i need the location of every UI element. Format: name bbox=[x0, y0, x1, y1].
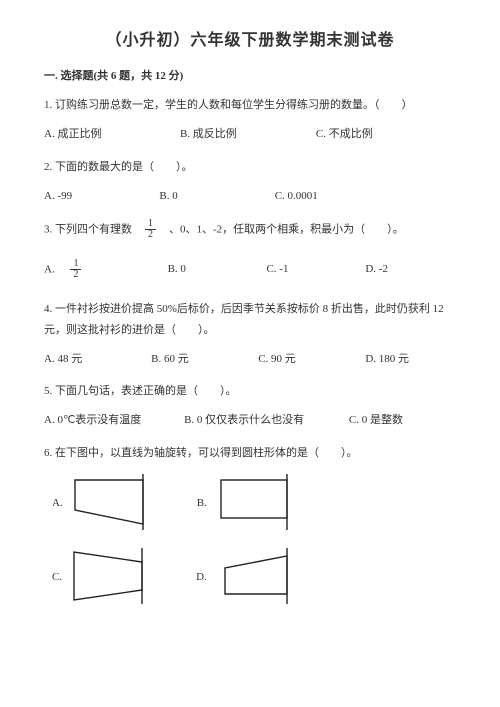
q4-opt-b: B. 60 元 bbox=[151, 349, 258, 370]
q6-shapes-row2: C. D. bbox=[52, 548, 456, 604]
q6-label-d: D. bbox=[196, 569, 207, 587]
q3-pre: 3. 下列四个有理数 bbox=[44, 223, 143, 235]
q4-text: 4. 一件衬衫按进价提高 50%后标价，后因季节关系按标价 8 折出售，此时仍获… bbox=[44, 299, 456, 341]
question-2: 2. 下面的数最大的是（ ）。 A. -99 B. 0 C. 0.0001 bbox=[44, 157, 456, 207]
trapezoid-a-icon bbox=[67, 474, 157, 530]
q2-options: A. -99 B. 0 C. 0.0001 bbox=[44, 186, 456, 207]
q4-options: A. 48 元 B. 60 元 C. 90 元 D. 180 元 bbox=[44, 349, 456, 370]
q2-opt-a: A. -99 bbox=[44, 186, 159, 207]
trapezoid-d-icon bbox=[211, 548, 301, 604]
q3-opt-c: C. -1 bbox=[266, 259, 365, 281]
q1-opt-b: B. 成反比例 bbox=[180, 124, 316, 145]
question-6: 6. 在下图中，以直线为轴旋转，可以得到圆柱形体的是（ ）。 bbox=[44, 443, 456, 464]
q3-frac-den: 2 bbox=[145, 230, 156, 241]
q6-label-c: C. bbox=[52, 569, 62, 587]
q3-opt-a: A. 12 bbox=[44, 259, 168, 281]
q6-label-b: B. bbox=[197, 495, 207, 513]
q4-opt-d: D. 180 元 bbox=[365, 349, 456, 370]
q3-a-pre: A. bbox=[44, 263, 68, 275]
question-1: 1. 订购练习册总数一定，学生的人数和每位学生分得练习册的数量。（ ） A. 成… bbox=[44, 95, 456, 145]
q5-opt-c: C. 0 是整数 bbox=[349, 410, 456, 431]
q3-opt-b: B. 0 bbox=[168, 259, 267, 281]
q6-shapes-row1: A. B. bbox=[52, 474, 456, 530]
q5-text: 5. 下面几句话，表述正确的是（ ）。 bbox=[44, 381, 456, 402]
q6-shape-c: C. bbox=[52, 548, 156, 604]
q4-opt-a: A. 48 元 bbox=[44, 349, 151, 370]
q1-text: 1. 订购练习册总数一定，学生的人数和每位学生分得练习册的数量。（ ） bbox=[44, 95, 456, 116]
q3-frac: 12 bbox=[145, 219, 156, 241]
q6-shape-b: B. bbox=[197, 474, 301, 530]
q3-a-den: 2 bbox=[70, 270, 81, 281]
q4-opt-c: C. 90 元 bbox=[258, 349, 365, 370]
question-3: 3. 下列四个有理数 12 、0、1、-2，任取两个相乘，积最小为（ ）。 A.… bbox=[44, 219, 456, 281]
q5-options: A. 0℃表示没有温度 B. 0 仅仅表示什么也没有 C. 0 是整数 bbox=[44, 410, 456, 431]
q5-opt-b: B. 0 仅仅表示什么也没有 bbox=[184, 410, 349, 431]
page-title: （小升初）六年级下册数学期末测试卷 bbox=[44, 28, 456, 54]
q2-opt-b: B. 0 bbox=[159, 186, 274, 207]
q2-opt-c: C. 0.0001 bbox=[275, 186, 390, 207]
q2-text: 2. 下面的数最大的是（ ）。 bbox=[44, 157, 456, 178]
q6-text: 6. 在下图中，以直线为轴旋转，可以得到圆柱形体的是（ ）。 bbox=[44, 443, 456, 464]
q5-opt-a: A. 0℃表示没有温度 bbox=[44, 410, 184, 431]
q3-post: 、0、1、-2，任取两个相乘，积最小为（ ）。 bbox=[158, 223, 404, 235]
question-4: 4. 一件衬衫按进价提高 50%后标价，后因季节关系按标价 8 折出售，此时仍获… bbox=[44, 299, 456, 370]
q3-a-frac: 12 bbox=[70, 259, 81, 281]
section-heading: 一. 选择题(共 6 题，共 12 分) bbox=[44, 68, 456, 86]
question-5: 5. 下面几句话，表述正确的是（ ）。 A. 0℃表示没有温度 B. 0 仅仅表… bbox=[44, 381, 456, 431]
q6-label-a: A. bbox=[52, 495, 63, 513]
q6-shape-a: A. bbox=[52, 474, 157, 530]
q3-text: 3. 下列四个有理数 12 、0、1、-2，任取两个相乘，积最小为（ ）。 bbox=[44, 219, 456, 241]
q3-options: A. 12 B. 0 C. -1 D. -2 bbox=[44, 259, 456, 281]
q1-opt-c: C. 不成比例 bbox=[316, 124, 452, 145]
q6-shape-d: D. bbox=[196, 548, 301, 604]
q1-options: A. 成正比例 B. 成反比例 C. 不成比例 bbox=[44, 124, 456, 145]
q3-opt-d: D. -2 bbox=[365, 259, 456, 281]
trapezoid-c-icon bbox=[66, 548, 156, 604]
q1-opt-a: A. 成正比例 bbox=[44, 124, 180, 145]
rectangle-b-icon bbox=[211, 474, 301, 530]
